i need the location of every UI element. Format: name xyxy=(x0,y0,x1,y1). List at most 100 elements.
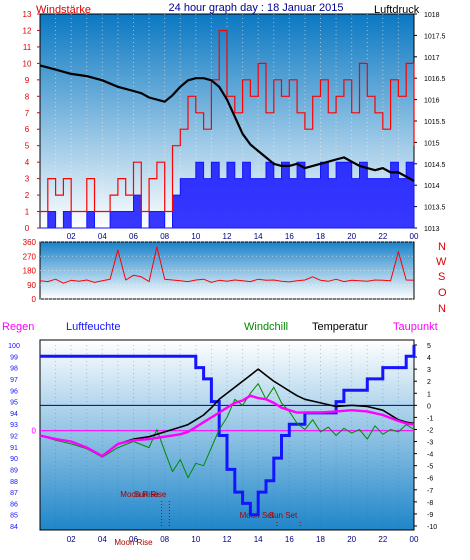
time-axis-tick: 04 xyxy=(98,535,107,544)
humidity-axis-tick: 93 xyxy=(10,422,18,429)
luftfeuchte-label: Luftfeuchte xyxy=(66,321,120,333)
time-axis-tick: 14 xyxy=(254,535,263,544)
humidity-axis-tick: 87 xyxy=(10,490,18,497)
event-label: Sun Rise xyxy=(134,490,167,499)
time-axis-tick: 10 xyxy=(191,535,200,544)
time-axis-tick: 04 xyxy=(98,232,107,241)
compass-label: W xyxy=(436,256,447,268)
temperature-axis-tick: 4 xyxy=(427,355,431,362)
time-axis-tick: 06 xyxy=(129,535,138,544)
humidity-axis-tick: 89 xyxy=(10,467,18,474)
wind-axis-tick: 4 xyxy=(25,158,30,167)
time-axis-tick: 02 xyxy=(67,535,76,544)
temperature-axis-tick: 2 xyxy=(427,379,431,386)
event-label: Sun Set xyxy=(269,511,298,520)
humidity-axis-tick: 99 xyxy=(10,354,18,361)
time-axis-tick: 22 xyxy=(378,232,387,241)
direction-axis-tick: 0 xyxy=(32,295,37,304)
pressure-axis-tick: 1013 xyxy=(424,226,440,233)
humidity-axis-tick: 96 xyxy=(10,388,18,395)
luftdruck-label: Luftdruck xyxy=(374,4,420,16)
pressure-axis-tick: 1016 xyxy=(424,98,440,105)
compass-label: N xyxy=(438,303,446,315)
compass-label: N xyxy=(438,241,446,253)
humidity-axis-tick: 85 xyxy=(10,513,18,520)
time-axis-tick: 08 xyxy=(160,535,169,544)
taupunkt-label: Taupunkt xyxy=(393,321,438,333)
time-axis-tick: 10 xyxy=(191,232,200,241)
pressure-axis-tick: 1015.5 xyxy=(424,119,446,126)
humidity-axis-tick: 95 xyxy=(10,400,18,407)
temperature-axis-tick: -2 xyxy=(427,427,433,434)
humidity-axis-tick: 86 xyxy=(10,501,18,508)
humidity-axis-tick: 84 xyxy=(10,524,18,531)
pressure-axis-tick: 1013.5 xyxy=(424,205,446,212)
pressure-axis-tick: 1018 xyxy=(424,12,440,19)
chart-title: 24 hour graph day : 18 Januar 2015 xyxy=(169,2,344,14)
direction-axis-tick: 360 xyxy=(23,238,37,247)
humidity-axis-tick: 94 xyxy=(10,411,18,418)
temperature-axis-tick: -1 xyxy=(427,415,433,422)
time-axis-tick: 00 xyxy=(410,232,419,241)
wind-axis-tick: 9 xyxy=(25,76,30,85)
temperature-axis-tick: -6 xyxy=(427,476,433,483)
wind-axis-tick: 0 xyxy=(25,224,30,233)
time-axis-tick: 16 xyxy=(285,232,294,241)
windstaerke-label: Windstärke xyxy=(36,4,91,16)
temperature-axis-tick: -5 xyxy=(427,464,433,471)
wind-axis-tick: 10 xyxy=(23,59,32,68)
humidity-axis-tick: 91 xyxy=(10,445,18,452)
humidity-axis-tick: 92 xyxy=(10,434,18,441)
wind-gust-line xyxy=(40,29,415,213)
wind-axis-tick: 2 xyxy=(25,191,30,200)
temperature-axis-tick: 5 xyxy=(427,343,431,350)
temperature-axis-tick: -4 xyxy=(427,452,433,459)
wind-axis-tick: 8 xyxy=(25,92,30,101)
direction-axis-tick: 270 xyxy=(23,252,37,261)
wind-axis-tick: 12 xyxy=(23,26,32,35)
wind-axis-tick: 7 xyxy=(25,109,30,118)
humidity-axis-tick: 100 xyxy=(8,343,20,350)
time-axis-tick: 12 xyxy=(223,232,232,241)
windchill-label: Windchill xyxy=(244,321,288,333)
pressure-axis-tick: 1014 xyxy=(424,183,440,190)
temperature-axis-tick: 0 xyxy=(427,403,431,410)
pressure-axis-tick: 1016.5 xyxy=(424,76,446,83)
pressure-axis-tick: 1015 xyxy=(424,140,440,147)
wind-average-area xyxy=(40,161,415,229)
temperature-axis-tick: -7 xyxy=(427,488,433,495)
direction-panel-background xyxy=(39,241,415,300)
time-axis-tick: 16 xyxy=(285,535,294,544)
time-axis-tick: 22 xyxy=(378,535,387,544)
humidity-axis-tick: 88 xyxy=(10,479,18,486)
temperature-axis-tick: 3 xyxy=(427,367,431,374)
pressure-axis-tick: 1017 xyxy=(424,55,440,62)
wind-axis-tick: 3 xyxy=(25,175,30,184)
wind-axis-tick: 1 xyxy=(25,208,30,217)
direction-axis-tick: 90 xyxy=(27,281,36,290)
humidity-axis-tick: 98 xyxy=(10,366,18,373)
time-axis-tick: 18 xyxy=(316,535,325,544)
humidity-axis-tick: 90 xyxy=(10,456,18,463)
event-label: Moon Rise xyxy=(114,538,153,547)
wind-direction-line xyxy=(39,246,415,284)
pressure-axis-tick: 1017.5 xyxy=(424,33,446,40)
time-axis-tick: 18 xyxy=(316,232,325,241)
time-axis-tick: 14 xyxy=(254,232,263,241)
wind-axis-tick: 6 xyxy=(25,125,30,134)
wind-axis-tick: 13 xyxy=(23,10,32,19)
event-label: Moon Rise xyxy=(120,490,159,499)
time-axis-tick: 02 xyxy=(67,232,76,241)
wind-axis-tick: 11 xyxy=(23,43,32,52)
time-axis-tick: 08 xyxy=(160,232,169,241)
rain-axis-tick: 0 xyxy=(32,427,37,436)
time-axis-tick: 20 xyxy=(347,232,356,241)
compass-label: O xyxy=(438,287,447,299)
humidity-axis-tick: 97 xyxy=(10,377,18,384)
time-axis-tick: 06 xyxy=(129,232,138,241)
wind-axis-tick: 5 xyxy=(25,142,30,151)
temperature-axis-tick: -3 xyxy=(427,440,433,447)
direction-axis-tick: 180 xyxy=(23,267,37,276)
